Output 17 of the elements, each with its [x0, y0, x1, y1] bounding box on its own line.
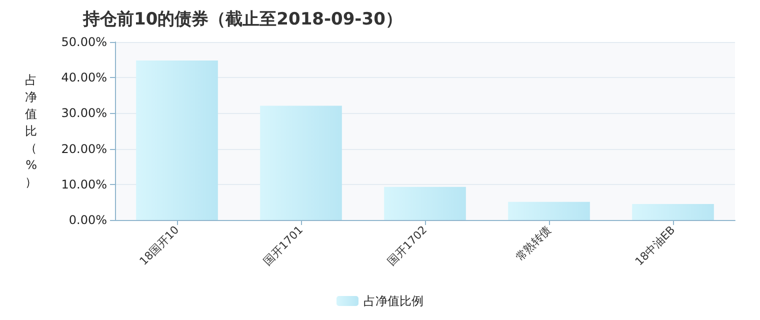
y-axis-title: 占净值比（%） [25, 73, 37, 189]
bar [260, 106, 342, 220]
x-tick-label: 常熟转债 [513, 223, 554, 264]
y-tick-label: 50.00% [61, 35, 107, 49]
y-tick-label: 40.00% [61, 70, 107, 85]
y-tick-label: 10.00% [61, 177, 107, 192]
chart-title: 持仓前10的债券（截止至2018-09-30） [82, 10, 402, 30]
x-tick-label: 18中油EB [632, 223, 678, 268]
y-tick-label: 20.00% [61, 142, 107, 156]
bar [384, 186, 466, 220]
y-tick-label: 0.00% [68, 213, 107, 227]
bar [136, 60, 218, 220]
legend-label: 占净值比例 [364, 294, 424, 308]
x-tick-label: 18国开10 [137, 223, 182, 268]
bar [508, 202, 590, 220]
y-tick-label: 30.00% [61, 106, 107, 120]
bar [632, 204, 714, 220]
